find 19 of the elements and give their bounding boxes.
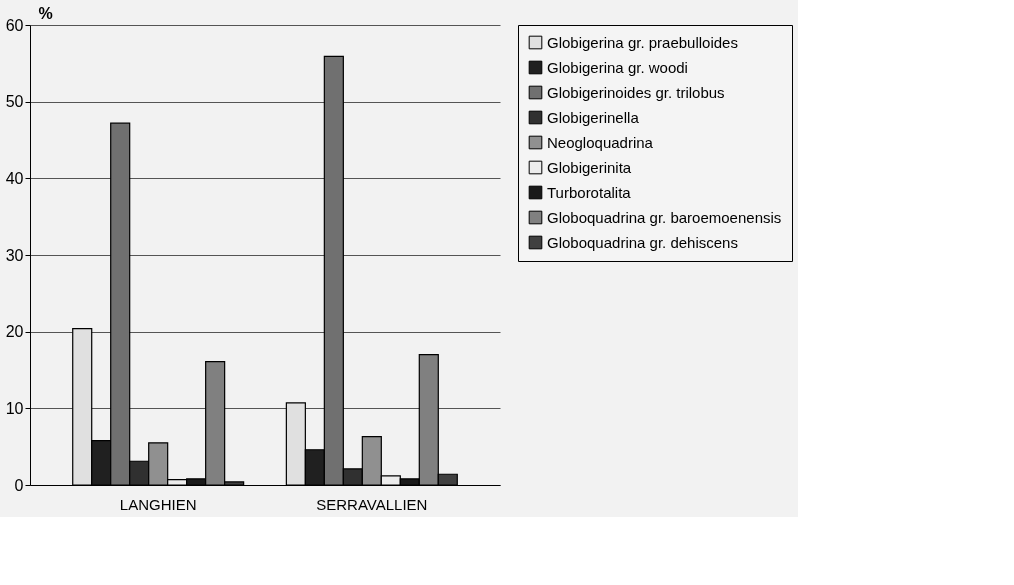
y-tick-label: 50 <box>5 93 24 111</box>
y-tick-label: 30 <box>5 246 24 264</box>
y-tick-label: 20 <box>5 323 24 341</box>
legend-label: Globigerina gr. praebulloides <box>547 33 738 51</box>
legend-label: Globoquadrina gr. dehiscens <box>547 233 738 251</box>
legend-label: Neogloquadrina <box>547 133 654 151</box>
y-tick-label: 40 <box>5 169 24 187</box>
legend-label: Globigerinita <box>547 158 632 176</box>
y-tick-label: 0 <box>14 476 24 494</box>
legend-label: Globigerinoides gr. trilobus <box>547 83 725 101</box>
legend-label: Globigerina gr. woodi <box>547 58 688 76</box>
legend-label: Globigerinella <box>547 108 640 126</box>
legend-label: Turborotalita <box>547 183 632 201</box>
x-tick-label: LANGHIEN <box>119 495 197 513</box>
y-tick-label: 10 <box>5 399 24 417</box>
x-tick-label: SERRAVALLIEN <box>316 495 428 513</box>
y-tick-label: 60 <box>5 16 24 34</box>
y-axis-title: % <box>38 4 53 22</box>
legend-label: Globoquadrina gr. baroemoenensis <box>547 208 782 226</box>
